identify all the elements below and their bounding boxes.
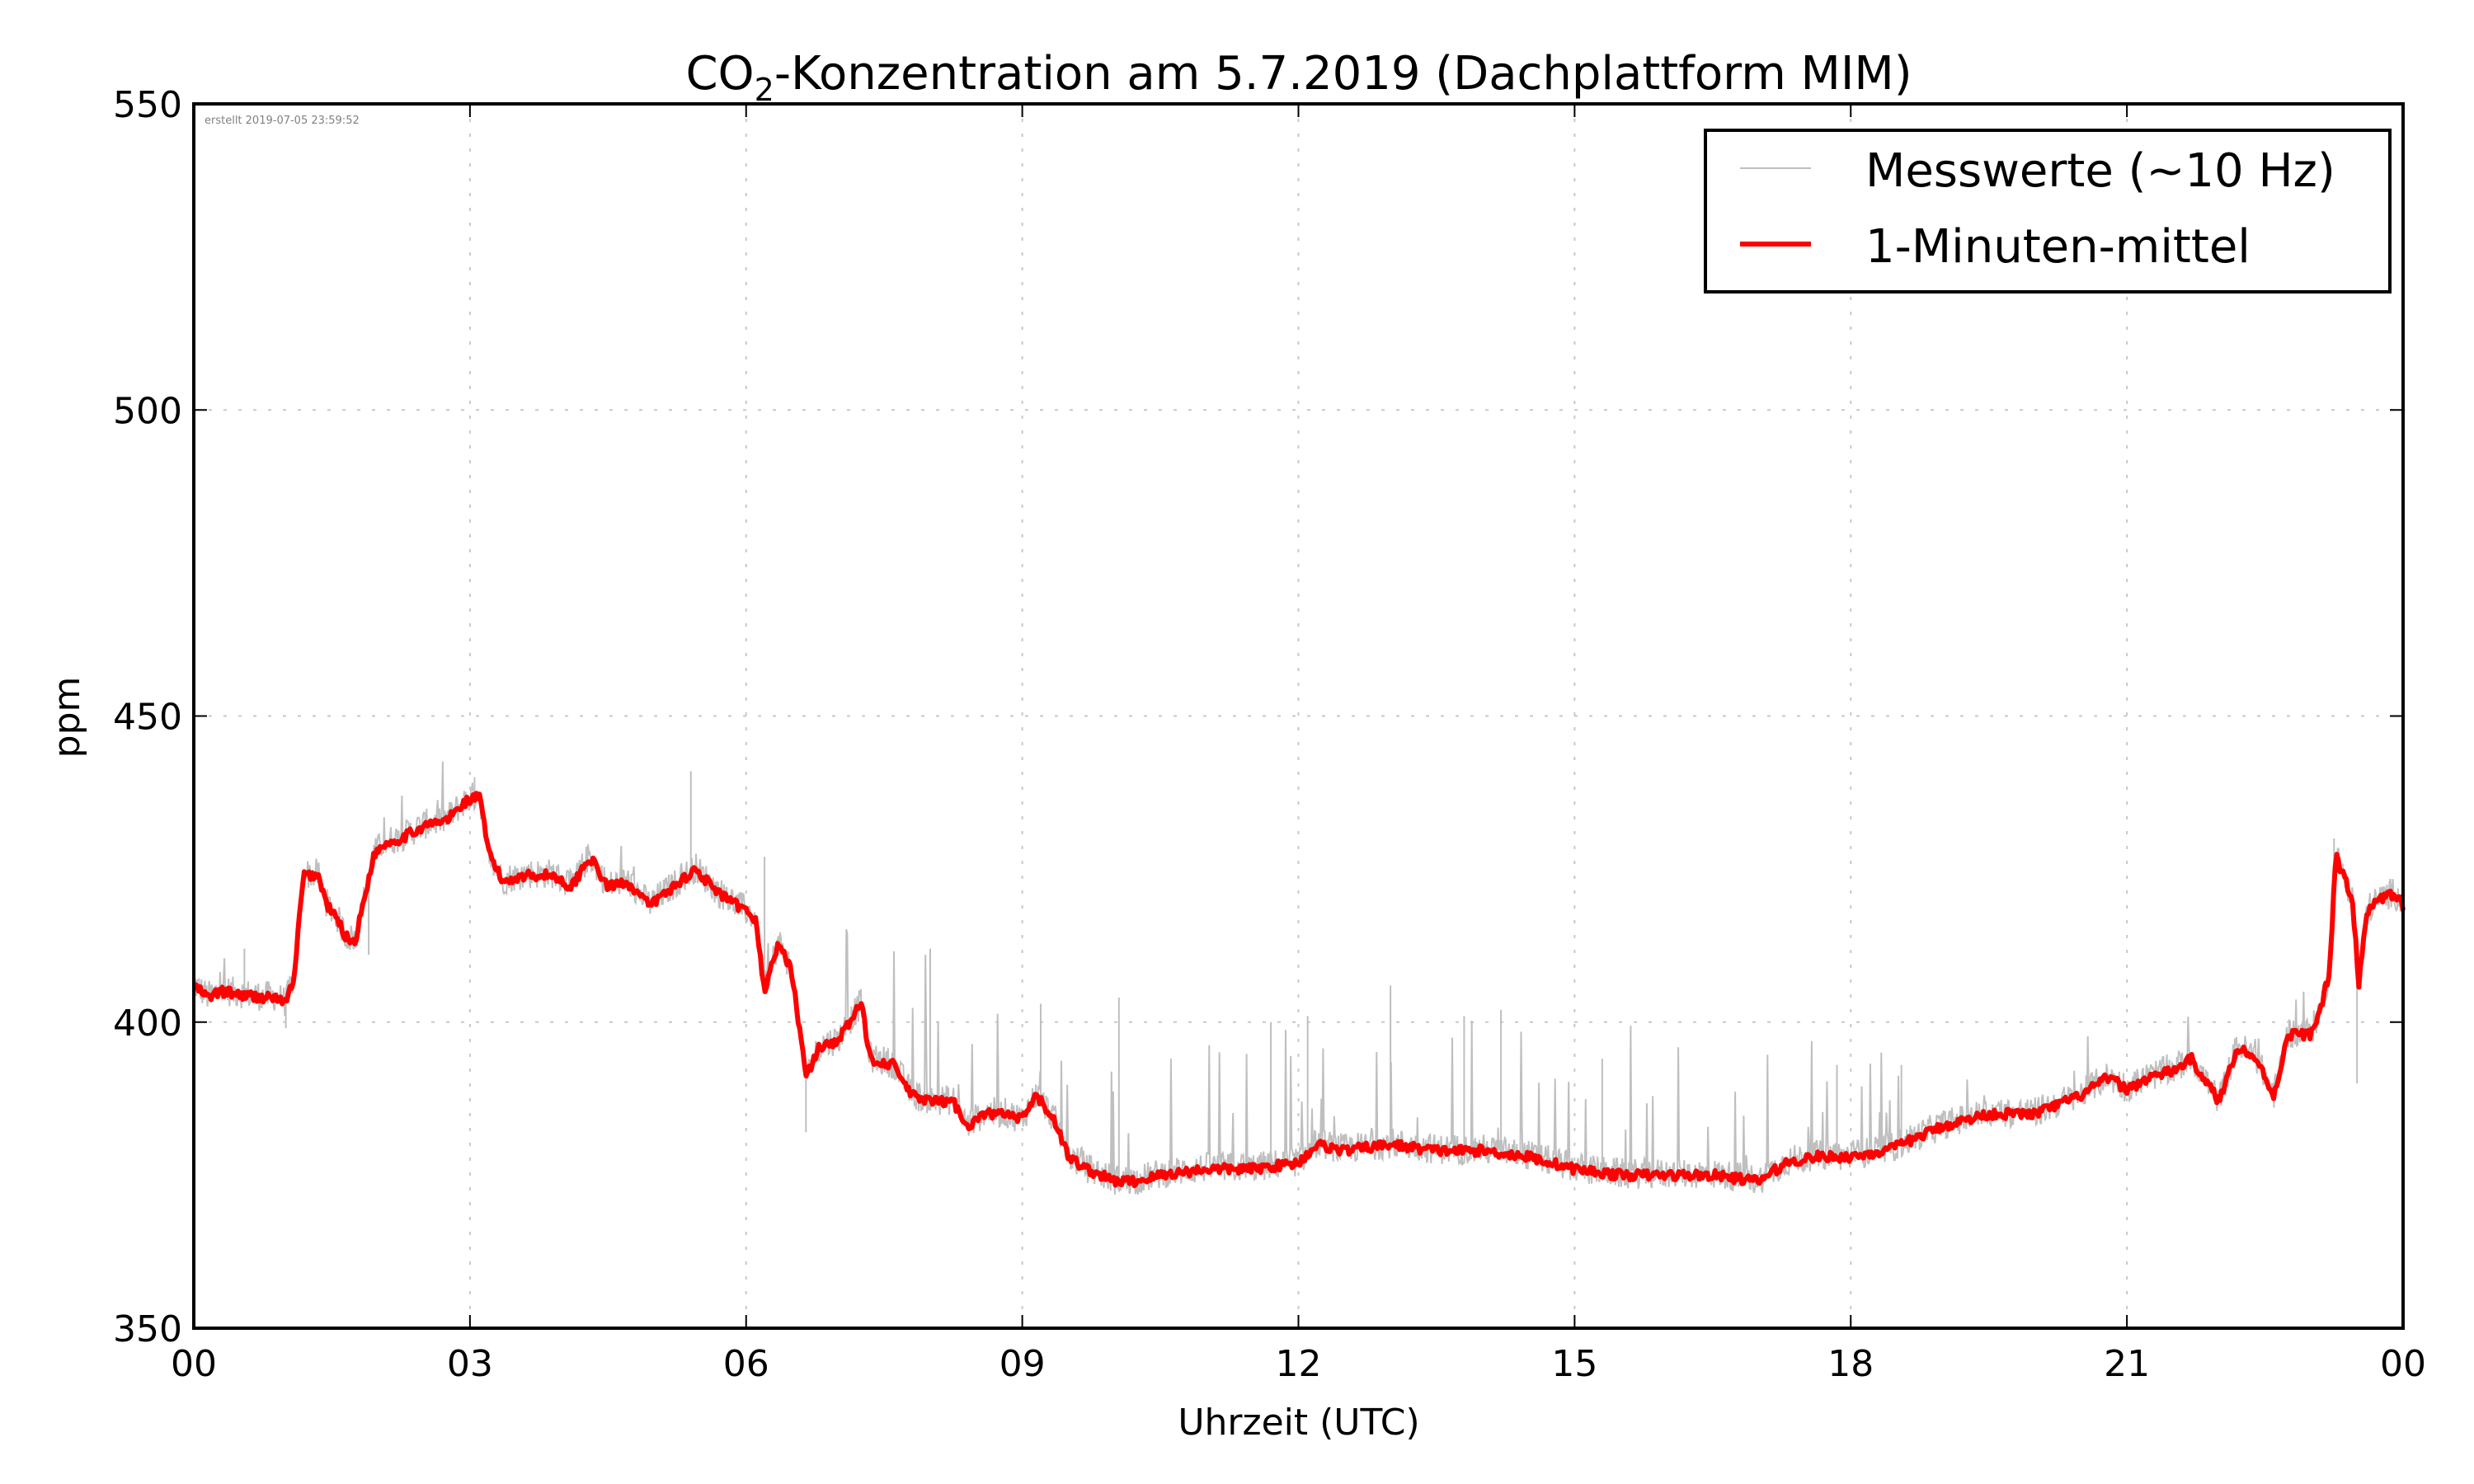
chart-title: CO2-Konzentration am 5.7.2019 (Dachplatt… bbox=[685, 47, 1912, 108]
x-tick-label: 18 bbox=[1827, 1343, 1874, 1385]
y-tick-label: 450 bbox=[113, 697, 182, 739]
plot-area bbox=[191, 761, 2406, 1195]
legend-box bbox=[1704, 129, 2392, 294]
y-axis-label: ppm bbox=[46, 677, 88, 758]
minutenmittel-line bbox=[191, 791, 2406, 1189]
x-tick-label: 06 bbox=[723, 1343, 769, 1385]
x-tick-label: 00 bbox=[2380, 1343, 2426, 1385]
axes-frame bbox=[192, 102, 2405, 1330]
x-tick-label: 09 bbox=[999, 1343, 1046, 1385]
y-tick-label: 350 bbox=[113, 1308, 182, 1350]
y-tick-label: 500 bbox=[113, 390, 182, 432]
legend-label-minutenmittel: 1-Minuten-mittel bbox=[1865, 220, 2251, 274]
y-tick-label: 550 bbox=[113, 84, 182, 126]
legend-label-messwerte: Messwerte (~10 Hz) bbox=[1865, 144, 2335, 198]
legend: Messwerte (~10 Hz) 1-Minuten-mittel bbox=[1704, 129, 2392, 294]
x-tick-label: 15 bbox=[1551, 1343, 1597, 1385]
x-tick-label: 12 bbox=[1276, 1343, 1322, 1385]
x-tick-label: 03 bbox=[447, 1343, 493, 1385]
x-tick-label: 21 bbox=[2104, 1343, 2150, 1385]
x-tick-label: 00 bbox=[171, 1343, 217, 1385]
created-annotation: erstellt 2019-07-05 23:59:52 bbox=[205, 115, 360, 127]
x-axis-label: Uhrzeit (UTC) bbox=[1178, 1402, 1419, 1444]
y-tick-label: 400 bbox=[113, 1003, 182, 1045]
grid-lines bbox=[194, 104, 2403, 1328]
